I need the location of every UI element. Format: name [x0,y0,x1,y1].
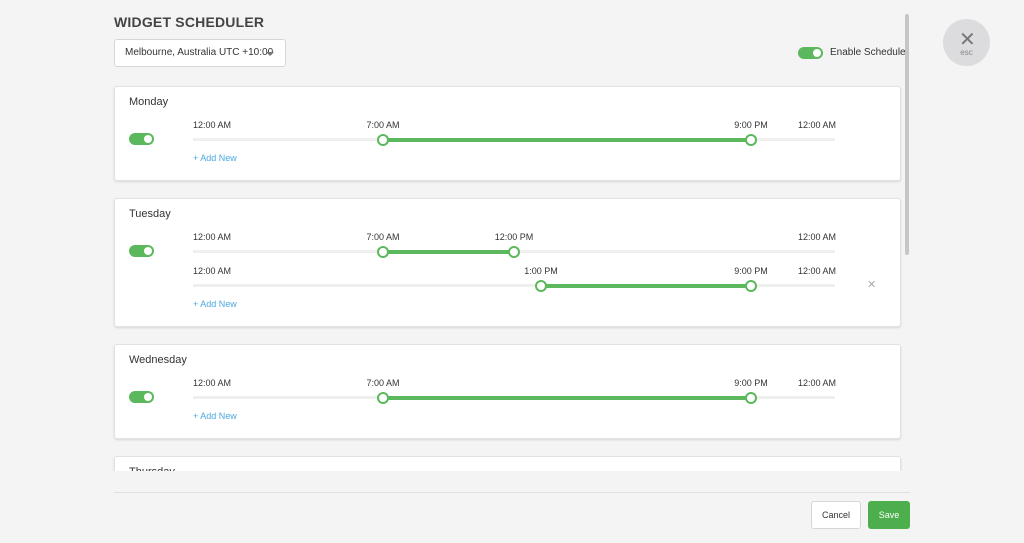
track [193,284,835,287]
start-label: 1:00 PM [524,266,558,276]
scrollbar[interactable] [905,14,909,255]
day-toggle[interactable] [129,391,154,403]
start-label: 7:00 AM [366,232,400,242]
esc-button[interactable]: ✕ esc [943,19,990,66]
save-button[interactable]: Save [868,501,910,529]
end-handle[interactable] [508,245,520,258]
day-toggle[interactable] [129,245,154,257]
day-start-label: 12:00 AM [193,378,232,388]
cancel-button[interactable]: Cancel [811,501,861,529]
start-label: 7:00 AM [366,378,400,388]
range-bar [383,137,751,142]
caret [266,52,274,56]
end-handle[interactable] [745,133,757,146]
end-label: 12:00 PM [494,232,534,242]
range-bar [383,249,514,254]
day-card: Wednesday 12:00 AM 7:00 AM 9:00 PM 12:00 AM +… [114,344,901,439]
end-handle[interactable] [745,279,757,292]
esc-label: esc [960,48,973,57]
enable-toggle[interactable] [798,47,823,59]
timezone-select[interactable]: Melbourne, Australia UTC +10:00 [114,39,286,67]
add-new-link[interactable]: + Add New [193,153,237,163]
end-label: 9:00 PM [734,378,768,388]
day-name: Monday [129,96,169,108]
day-card: Monday 12:00 AM 7:00 AM 9:00 PM 12:00 AM + Ad… [114,86,901,181]
day-start-label: 12:00 AM [193,120,232,130]
day-end-label: 12:00 AM [797,266,836,276]
title: WIDGET SCHEDULER [114,14,265,30]
start-handle[interactable] [377,391,389,404]
range-bar [383,395,751,400]
divider [114,492,910,493]
end-label: 9:00 PM [734,266,768,276]
day-name: Thursday [129,466,175,471]
day-start-label: 12:00 AM [193,232,232,242]
end-handle[interactable] [745,391,757,404]
add-new-link[interactable]: + Add New [193,299,237,309]
day-name: Tuesday [129,208,171,220]
day-list: Monday 12:00 AM 7:00 AM 9:00 PM 12:00 AM + Ad… [110,80,910,471]
day-end-label: 12:00 AM [797,378,836,388]
close-icon: ✕ [959,29,976,51]
day-name: Wednesday [129,354,187,366]
range-bar [541,283,751,288]
day-card: Tuesday 12:00 AM 7:00 AM 12:00 PM 12:00 AM 12… [114,198,901,327]
day-end-label: 12:00 AM [797,120,836,130]
start-label: 7:00 AM [366,120,400,130]
end-label: 9:00 PM [734,120,768,130]
start-handle[interactable] [377,245,389,258]
start-handle[interactable] [535,279,547,292]
day-toggle[interactable] [129,133,154,145]
timezone: Melbourne, Australia UTC +10:00 [125,47,274,58]
day-end-label: 12:00 AM [797,232,836,242]
add-new-link[interactable]: + Add New [193,411,237,421]
day-card: Thursday [114,456,901,471]
remove-range[interactable]: ✕ [867,279,877,291]
day-start-label: 12:00 AM [193,266,232,276]
enable-label: Enable Scheduler [830,47,909,58]
start-handle[interactable] [377,133,389,146]
